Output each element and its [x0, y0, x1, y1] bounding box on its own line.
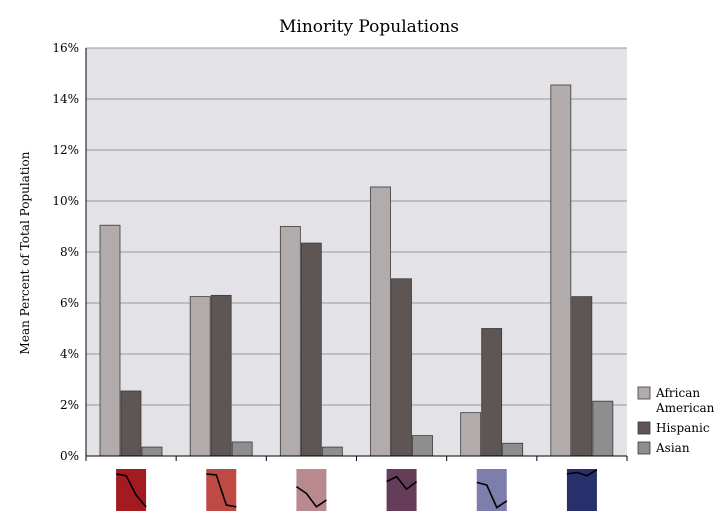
y-tick-label: 4%: [60, 347, 79, 361]
bar-asian: [141, 446, 163, 457]
bar-african-american: [550, 84, 572, 457]
sparkline: [206, 473, 237, 508]
category-swatch: [476, 469, 508, 511]
legend-item: Asian: [637, 441, 690, 455]
legend-swatch: [637, 421, 651, 435]
sparkline: [386, 475, 418, 491]
gridlines: [86, 47, 627, 406]
bar-asian: [321, 446, 343, 457]
category-swatch: [566, 469, 598, 511]
y-tick-label: 8%: [60, 245, 79, 259]
y-tick-labels: 0% 2% 4% 6% 8% 10% 12% 14% 16%: [52, 41, 79, 463]
sparkline: [295, 485, 327, 508]
y-tick-label: 10%: [52, 194, 79, 208]
bar-asian: [231, 441, 253, 457]
bars: [99, 84, 614, 457]
swatch-fill: [116, 469, 147, 511]
bar-hispanic: [300, 242, 322, 457]
chart-title: Minority Populations: [279, 17, 459, 37]
category-swatch: [295, 469, 327, 511]
legend-label: African: [655, 386, 700, 400]
legend-swatch: [637, 441, 651, 455]
category-swatches: [115, 469, 598, 511]
swatch-fill: [566, 469, 597, 511]
bar-african-american: [279, 226, 301, 457]
y-axis-label: Mean Percent of Total Population: [18, 151, 32, 354]
legend-label: Asian: [655, 441, 690, 455]
bar-hispanic: [210, 294, 232, 457]
y-tick-label: 2%: [60, 398, 79, 412]
y-tick-label: 6%: [60, 296, 79, 310]
bar-hispanic: [571, 296, 593, 457]
y-tick-label: 14%: [52, 92, 79, 106]
bar-asian: [412, 435, 433, 457]
bar-hispanic: [391, 278, 412, 457]
legend-label: American: [655, 401, 714, 415]
category-swatch: [206, 469, 237, 511]
category-swatch: [115, 469, 147, 511]
sparkline: [566, 469, 598, 477]
legend-label: Hispanic: [656, 421, 710, 435]
bar-asian: [502, 442, 524, 457]
bar-hispanic: [120, 390, 142, 457]
y-tick-label: 0%: [60, 449, 79, 463]
y-tick-label: 12%: [52, 143, 79, 157]
sparkline: [115, 473, 147, 508]
bar-hispanic: [481, 328, 503, 457]
bar-african-american: [189, 296, 211, 457]
axes: [85, 48, 628, 461]
category-swatch: [386, 469, 418, 511]
legend-item: Hispanic: [637, 421, 710, 435]
bar-african-american: [99, 224, 121, 457]
legend-swatch: [637, 386, 651, 400]
sparkline: [476, 481, 508, 509]
bar-african-american: [370, 186, 391, 457]
bar-asian: [592, 400, 614, 457]
y-tick-label: 16%: [52, 41, 79, 55]
bar-african-american: [460, 412, 482, 457]
swatch-fill: [386, 469, 417, 511]
